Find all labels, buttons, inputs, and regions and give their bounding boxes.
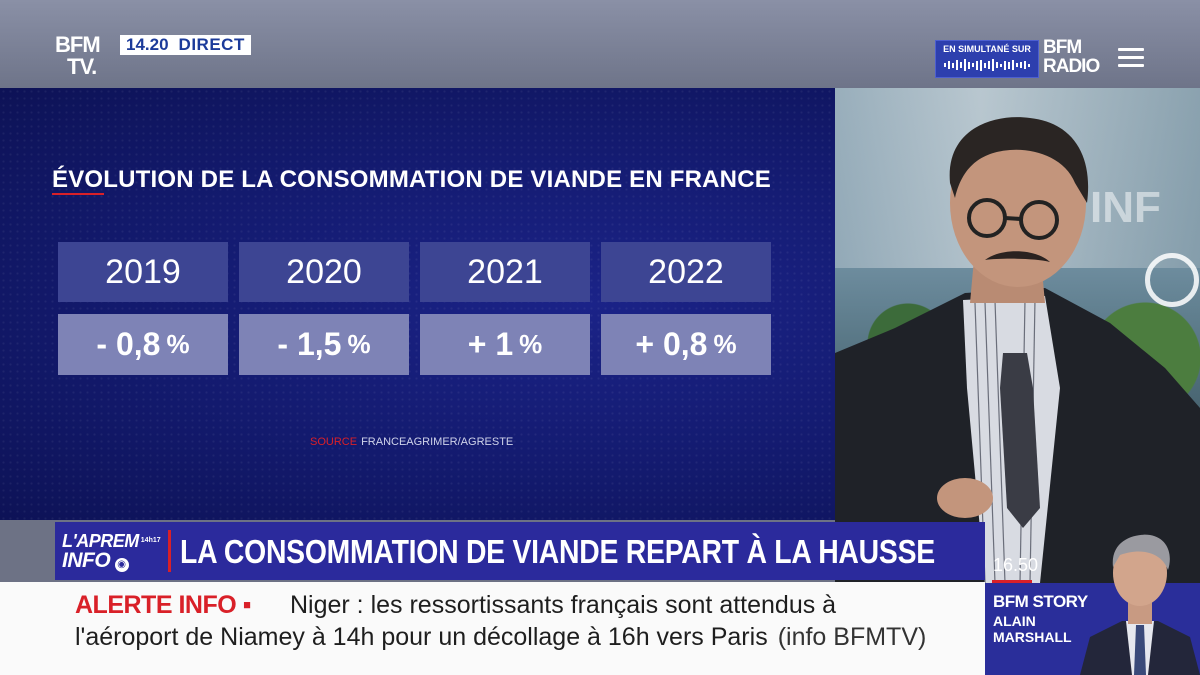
year-label-2019: 2019 xyxy=(58,242,228,302)
value-2022: + 0,8 xyxy=(635,326,708,362)
broadcast-signal-icon: ◉ xyxy=(114,558,129,572)
audio-wave-icon xyxy=(944,59,1030,71)
headline-banner xyxy=(55,522,985,580)
headline-divider xyxy=(168,530,171,572)
clock: 16.50 xyxy=(993,555,1039,575)
year-label-2022: 2022 xyxy=(601,242,771,302)
studio-backdrop-logo: INF xyxy=(1090,183,1161,232)
bfmtv-logo: BFM TV. xyxy=(55,32,101,79)
chart-panel: ÉVOLUTION DE LA CONSOMMATION DE VIANDE E… xyxy=(0,88,835,520)
show-hours: 14h17 xyxy=(140,537,161,544)
bfm-radio-logo: BFM RADIO xyxy=(1043,37,1100,77)
simulcast-badge: EN SIMULTANÉ SUR xyxy=(935,40,1039,78)
value-cell-2020: - 1,5% xyxy=(239,314,409,375)
unit-2022: % xyxy=(713,329,737,359)
value-cell-2021: + 1% xyxy=(420,314,590,375)
next-show-name: BFM STORY xyxy=(993,592,1088,611)
value-2021: + 1 xyxy=(467,326,514,362)
unit-2019: % xyxy=(166,329,190,359)
source-credit: SOURCE FRANCEAGRIMER/AGRESTE xyxy=(310,436,513,448)
clock-accent xyxy=(992,580,1032,583)
title-accent xyxy=(52,193,104,195)
alert-label: ALERTE INFO ▪ xyxy=(75,591,251,619)
source-text: FRANCEAGRIMER/AGRESTE xyxy=(361,436,514,448)
live-label: DIRECT xyxy=(178,35,245,54)
host-portrait xyxy=(1080,534,1200,675)
menu-icon[interactable] xyxy=(1118,48,1144,68)
show-name-line1: L'APREM xyxy=(62,531,139,551)
guest-figure xyxy=(835,117,1200,583)
headline-title: LA CONSOMMATION DE VIANDE REPART À LA HA… xyxy=(180,533,935,570)
alert-text-line2-body: l'aéroport de Niamey à 14h pour un décol… xyxy=(75,623,768,651)
value-cell-2019: - 0,8% xyxy=(58,314,228,375)
unit-2021: % xyxy=(519,329,543,359)
alert-text-line1: Niger : les ressortissants français sont… xyxy=(290,591,837,619)
year-label-2020: 2020 xyxy=(239,242,409,302)
year-label-2021: 2021 xyxy=(420,242,590,302)
show-logo: L'APREM 14h17 INFO ◉ xyxy=(62,532,162,572)
show-name-line2: INFO xyxy=(62,549,111,572)
unit-2020: % xyxy=(347,329,371,359)
studio-backdrop-ring xyxy=(1145,253,1199,307)
chart-title: ÉVOLUTION DE LA CONSOMMATION DE VIANDE E… xyxy=(52,166,771,193)
value-2019: - 0,8 xyxy=(96,326,161,362)
value-cell-2022: + 0,8% xyxy=(601,314,771,375)
simulcast-label: EN SIMULTANÉ SUR xyxy=(943,44,1031,54)
alert-text-line2: l'aéroport de Niamey à 14h pour un décol… xyxy=(75,622,926,652)
source-label: SOURCE xyxy=(310,436,358,448)
next-show-host: ALAIN MARSHALL xyxy=(993,613,1072,645)
broadcast-time: 14.20 xyxy=(126,35,169,54)
studio-camera-view: INF xyxy=(835,88,1200,583)
alert-source: (info BFMTV) xyxy=(777,623,927,651)
alert-ticker xyxy=(0,582,985,675)
value-2020: - 1,5 xyxy=(277,326,342,362)
live-indicator: 14.20 DIRECT xyxy=(120,35,251,55)
